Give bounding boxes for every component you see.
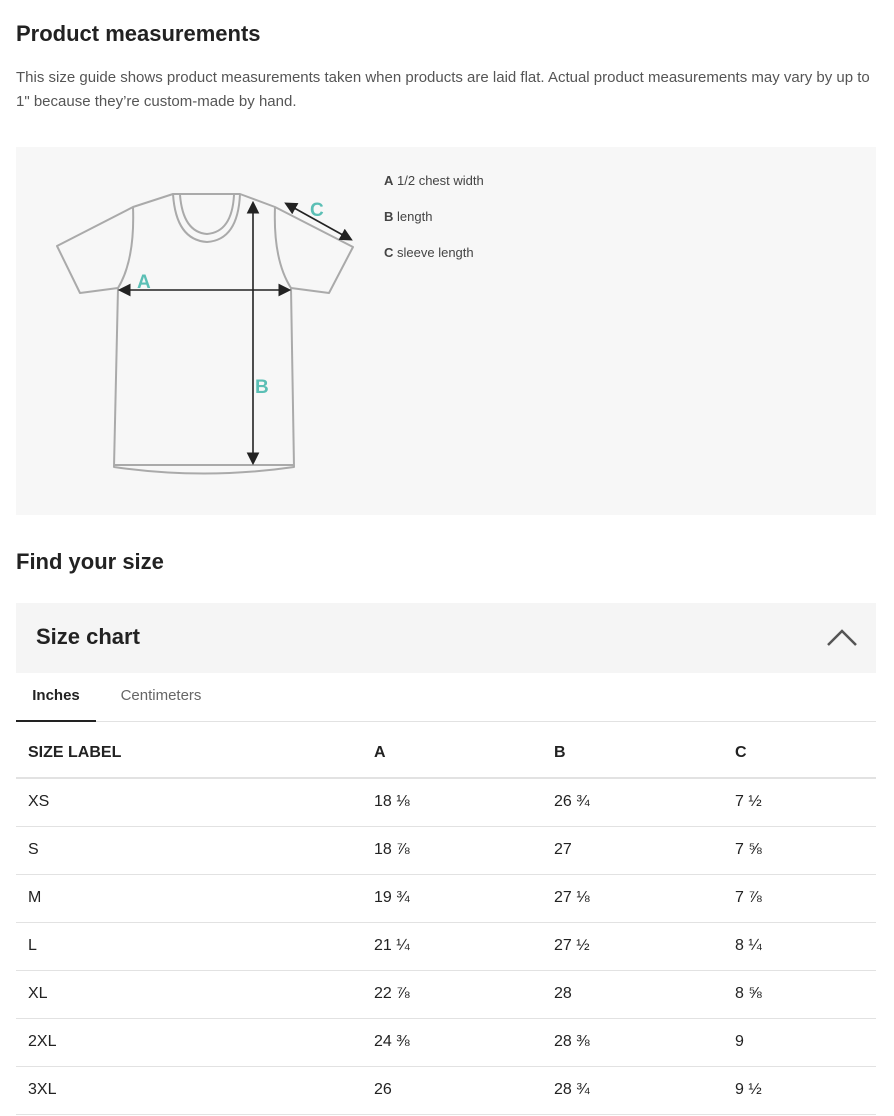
chevron-up-icon[interactable] (826, 627, 858, 647)
measurements-description: This size guide shows product measuremen… (16, 69, 870, 110)
cell-a: 22 ⅞ (362, 970, 542, 1019)
tshirt-outline (56, 193, 354, 475)
cell-a: 18 ⅞ (362, 826, 542, 875)
cell-a: 18 ⅛ (362, 778, 542, 827)
legend-b: B length (384, 209, 433, 224)
tshirt-diagram: A B C (56, 193, 354, 475)
measurement-diagram-panel: A B C A 1/2 chest width B length C sleev… (16, 147, 876, 515)
size-chart-accordion-header[interactable]: Size chart (16, 603, 876, 673)
product-measurements-title: Product measurements (16, 21, 261, 46)
cell-a: 26 (362, 1066, 542, 1115)
cell-c: 9 ½ (723, 1066, 876, 1115)
header-size-label: SIZE LABEL (16, 729, 362, 779)
cell-c: 9 (723, 1018, 876, 1067)
cell-b: 27 ⅛ (542, 874, 723, 923)
header-c: C (723, 729, 876, 779)
cell-a: 19 ¾ (362, 874, 542, 923)
find-your-size-title: Find your size (16, 549, 164, 574)
cell-size: XL (16, 970, 362, 1019)
cell-a: 24 ⅜ (362, 1018, 542, 1067)
cell-b: 26 ¾ (542, 778, 723, 827)
size-chart-title: Size chart (36, 624, 140, 649)
cell-b: 27 ½ (542, 922, 723, 971)
cell-c: 8 ⅝ (723, 970, 876, 1019)
cell-c: 7 ⅝ (723, 826, 876, 875)
cell-b: 28 (542, 970, 723, 1019)
cell-b: 28 ¾ (542, 1066, 723, 1115)
tab-centimeters[interactable]: Centimeters (120, 687, 202, 704)
cell-b: 27 (542, 826, 723, 875)
cell-size: XS (16, 778, 362, 827)
header-a: A (362, 729, 542, 779)
unit-tabs: Inches Centimeters (16, 673, 876, 722)
cell-b: 28 ⅜ (542, 1018, 723, 1067)
table-row: S 18 ⅞ 27 7 ⅝ (16, 826, 876, 875)
cell-c: 8 ¼ (723, 922, 876, 971)
cell-a: 21 ¼ (362, 922, 542, 971)
legend-c: C sleeve length (384, 245, 474, 260)
cell-size: 3XL (16, 1066, 362, 1115)
label-c: C (310, 200, 324, 221)
cell-size: S (16, 826, 362, 875)
cell-c: 7 ⅞ (723, 874, 876, 923)
sleeve-length-arrow (284, 202, 353, 241)
legend-a: A 1/2 chest width (384, 173, 484, 188)
label-a: A (137, 272, 151, 293)
header-b: B (542, 729, 723, 779)
cell-size: 2XL (16, 1018, 362, 1067)
cell-size: L (16, 922, 362, 971)
table-header-row: SIZE LABEL A B C (16, 729, 876, 779)
table-row: XL 22 ⅞ 28 8 ⅝ (16, 970, 876, 1019)
label-b: B (255, 377, 269, 398)
tab-inches[interactable]: Inches (16, 673, 96, 722)
cell-c: 7 ½ (723, 778, 876, 827)
cell-size: M (16, 874, 362, 923)
